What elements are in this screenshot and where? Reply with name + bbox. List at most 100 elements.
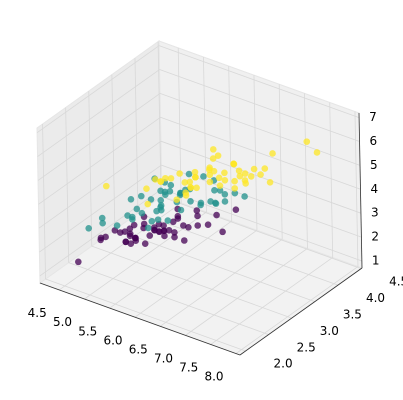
point bbox=[150, 224, 158, 231]
point bbox=[216, 182, 224, 189]
z-tick-label: 7 bbox=[369, 110, 377, 124]
point bbox=[144, 224, 152, 232]
grid-line bbox=[354, 111, 359, 267]
point bbox=[173, 196, 181, 203]
point bbox=[97, 236, 104, 244]
point bbox=[181, 179, 189, 186]
point bbox=[113, 222, 121, 229]
point bbox=[193, 207, 201, 214]
point bbox=[204, 221, 212, 228]
point bbox=[180, 222, 187, 229]
y-tick-label: 3.0 bbox=[320, 324, 339, 338]
grid-line bbox=[253, 75, 258, 231]
grid-line bbox=[65, 107, 70, 263]
point bbox=[140, 224, 147, 232]
point bbox=[230, 160, 237, 168]
point bbox=[216, 187, 224, 194]
grid-line bbox=[111, 74, 116, 230]
point bbox=[186, 178, 194, 186]
point bbox=[161, 232, 168, 240]
point bbox=[231, 177, 238, 185]
point bbox=[182, 189, 189, 196]
z-tick-label: 1 bbox=[372, 253, 380, 267]
point bbox=[194, 222, 202, 229]
point bbox=[250, 165, 258, 173]
grid-line bbox=[185, 248, 308, 336]
point bbox=[169, 218, 177, 226]
point bbox=[121, 228, 129, 235]
point bbox=[167, 175, 175, 182]
point bbox=[144, 200, 152, 208]
point bbox=[242, 180, 249, 187]
grid-line bbox=[38, 140, 162, 229]
grid-line bbox=[39, 188, 163, 277]
point bbox=[206, 171, 214, 179]
x-tick-label: 5.5 bbox=[78, 324, 97, 338]
grid-line bbox=[37, 93, 161, 181]
point bbox=[180, 237, 188, 244]
point bbox=[247, 173, 255, 180]
point bbox=[174, 212, 182, 220]
x-tick-label: 7.5 bbox=[179, 361, 198, 375]
point bbox=[148, 217, 156, 225]
point bbox=[215, 174, 223, 182]
point bbox=[197, 201, 204, 209]
point bbox=[138, 209, 146, 217]
point bbox=[152, 176, 159, 183]
point bbox=[165, 226, 173, 234]
point bbox=[157, 178, 165, 185]
point bbox=[212, 200, 220, 207]
point bbox=[231, 189, 239, 197]
x-tick-label: 6.5 bbox=[129, 342, 148, 356]
grid-line bbox=[159, 238, 283, 327]
point bbox=[177, 189, 184, 197]
point bbox=[164, 217, 172, 224]
point bbox=[129, 216, 136, 223]
axis-line bbox=[239, 267, 363, 356]
point bbox=[166, 188, 174, 195]
y-tick-label: 2.0 bbox=[274, 357, 293, 371]
point bbox=[147, 196, 155, 203]
grid-line bbox=[91, 245, 292, 319]
point bbox=[206, 178, 214, 186]
grid-line bbox=[42, 124, 46, 280]
grid-line bbox=[159, 93, 361, 166]
z-tick-label: 6 bbox=[370, 134, 378, 148]
point bbox=[102, 182, 110, 190]
point bbox=[313, 149, 321, 156]
grid-line bbox=[37, 69, 160, 157]
point bbox=[176, 170, 183, 177]
point bbox=[132, 234, 139, 242]
point bbox=[219, 228, 226, 236]
point bbox=[194, 212, 201, 220]
point bbox=[75, 258, 82, 266]
point bbox=[146, 232, 154, 239]
point bbox=[193, 184, 200, 192]
point bbox=[127, 196, 135, 203]
point bbox=[157, 202, 165, 209]
point bbox=[192, 173, 199, 181]
grid-line bbox=[210, 257, 333, 345]
point bbox=[241, 193, 248, 200]
point bbox=[241, 170, 249, 177]
point bbox=[167, 181, 175, 189]
grid-line bbox=[278, 84, 283, 240]
point bbox=[206, 166, 213, 174]
point bbox=[137, 192, 145, 200]
point bbox=[98, 214, 106, 222]
grid-line bbox=[177, 47, 182, 203]
point bbox=[122, 238, 130, 246]
y-tick-label: 2.5 bbox=[297, 340, 316, 354]
point bbox=[185, 170, 193, 178]
grid-line bbox=[158, 45, 360, 119]
x-tick-label: 5.0 bbox=[53, 315, 72, 329]
z-tick-label: 2 bbox=[371, 230, 379, 244]
point bbox=[221, 176, 229, 184]
point bbox=[157, 197, 165, 204]
x-tick-label: 6.0 bbox=[103, 333, 122, 347]
point bbox=[231, 185, 239, 192]
point bbox=[221, 190, 229, 198]
grid-line bbox=[134, 229, 258, 318]
point bbox=[261, 165, 269, 172]
